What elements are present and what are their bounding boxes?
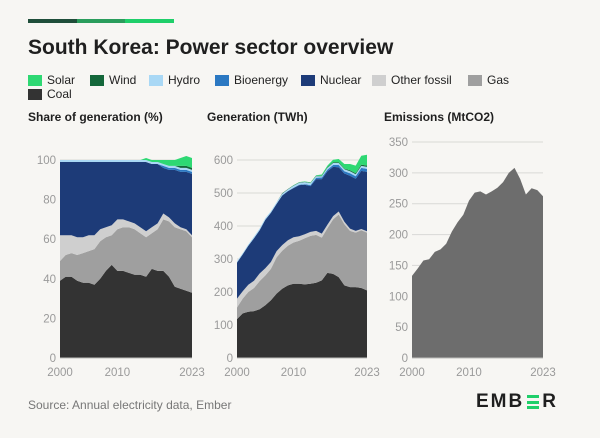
y-tick-label: 350 (389, 137, 408, 149)
area-wind (237, 162, 367, 262)
logo-text-left: EMB (476, 391, 525, 412)
source-note: Source: Annual electricity data, Ember (28, 398, 232, 412)
area-coal (60, 264, 192, 358)
y-tick-label: 600 (214, 155, 233, 167)
legend-label: Wind (109, 73, 137, 87)
x-tick-label: 2010 (456, 367, 482, 379)
y-tick-label: 0 (402, 353, 408, 365)
x-tick-label: 2010 (281, 367, 307, 379)
y-tick-label: 200 (214, 287, 233, 299)
legend-item-gas: Gas (468, 73, 509, 87)
logo-text-right: R (542, 391, 558, 412)
color-swatch-icon (468, 74, 482, 86)
x-tick-label: 2010 (105, 367, 131, 379)
legend-item-nuclear: Nuclear (301, 73, 361, 87)
panel-title-generation: Generation (TWh) (207, 110, 308, 124)
x-tick-label: 2023 (354, 367, 380, 379)
area-nuclear (60, 162, 192, 238)
area-solar (237, 154, 367, 262)
legend-label: Hydro (168, 73, 201, 87)
area-gas (60, 219, 192, 293)
legend-label: Solar (47, 73, 76, 87)
y-tick-label: 300 (389, 168, 408, 180)
legend-item-wind: Wind (90, 73, 136, 87)
y-tick-label: 0 (50, 353, 56, 365)
y-tick-label: 20 (43, 313, 56, 325)
area-nuclear (237, 166, 367, 299)
legend-label: Coal (47, 87, 72, 101)
ember-logo: EMB R (476, 391, 558, 413)
area-coal (237, 272, 367, 358)
legend-item-solar: Solar (28, 73, 75, 87)
panel-title-share: Share of generation (%) (28, 110, 163, 124)
area-bioenergy (237, 165, 367, 263)
y-tick-label: 100 (214, 320, 233, 332)
area-emissions (412, 167, 543, 358)
legend-item-bioenergy: Bioenergy (215, 73, 288, 87)
legend-label: Gas (487, 73, 510, 87)
ember-e-mark-icon (527, 395, 540, 409)
y-tick-label: 100 (37, 155, 56, 167)
y-tick-label: 200 (389, 230, 408, 242)
area-other-fossil (60, 213, 192, 261)
x-tick-label: 2000 (399, 367, 425, 379)
color-swatch-icon (28, 88, 42, 100)
panel-title-emissions: Emissions (MtCO2) (384, 110, 495, 124)
area-hydro (237, 163, 367, 263)
legend-label: Bioenergy (234, 73, 289, 87)
area-gas (237, 214, 367, 320)
accent-bar-segment (28, 19, 77, 23)
x-tick-label: 2000 (224, 367, 250, 379)
accent-bar-segment (125, 19, 175, 23)
area-bioenergy (60, 162, 192, 174)
area-solar (60, 156, 192, 168)
color-swatch-icon (90, 74, 104, 86)
accent-bar (28, 19, 175, 23)
legend-label: Other fossil (391, 73, 452, 87)
x-tick-label: 2000 (47, 367, 73, 379)
y-tick-label: 100 (389, 291, 408, 303)
y-tick-label: 400 (214, 221, 233, 233)
legend-label: Nuclear (320, 73, 362, 87)
color-swatch-icon (215, 74, 229, 86)
color-swatch-icon (28, 74, 42, 86)
y-tick-label: 0 (227, 353, 233, 365)
legend-item-coal: Coal (28, 87, 72, 101)
y-tick-label: 40 (43, 274, 56, 286)
area-hydro (60, 160, 192, 172)
y-tick-label: 50 (395, 322, 408, 334)
y-tick-label: 80 (43, 195, 56, 207)
y-tick-label: 150 (389, 260, 408, 272)
x-tick-label: 2023 (530, 367, 556, 379)
y-tick-label: 60 (43, 234, 56, 246)
legend-item-other-fossil: Other fossil (372, 73, 452, 87)
color-swatch-icon (301, 74, 315, 86)
color-swatch-icon (149, 74, 163, 86)
color-swatch-icon (372, 74, 386, 86)
y-tick-label: 250 (389, 199, 408, 211)
chart-title: South Korea: Power sector overview (28, 36, 394, 59)
y-tick-label: 300 (214, 254, 233, 266)
x-tick-label: 2023 (179, 367, 205, 379)
legend-item-hydro: Hydro (149, 73, 200, 87)
accent-bar-segment (76, 19, 126, 23)
y-tick-label: 500 (214, 188, 233, 200)
